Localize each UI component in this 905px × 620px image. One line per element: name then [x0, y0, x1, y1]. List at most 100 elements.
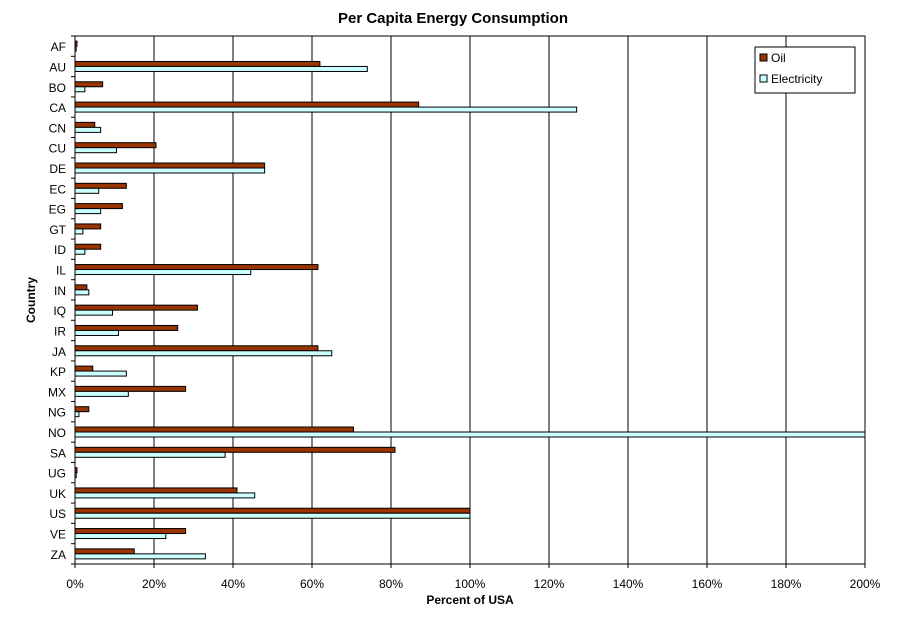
bar-oil-ug [74, 467, 78, 474]
bar-electricity-ir [74, 329, 119, 336]
bar-oil-id [74, 243, 102, 250]
bar-electricity-ng [74, 411, 80, 418]
legend-label: Electricity [771, 72, 822, 86]
bar-electricity-kp [74, 370, 127, 377]
x-tick-label: 140% [613, 577, 644, 591]
category-label: MX [48, 385, 66, 399]
bar-oil-no [74, 426, 354, 433]
y-axis-title: Country [24, 277, 38, 323]
category-label: UG [48, 467, 66, 481]
bar-electricity-bo [74, 86, 86, 93]
bar-electricity-il [74, 269, 252, 276]
legend-swatch [759, 53, 768, 62]
x-axis-title: Percent of USA [426, 593, 514, 607]
bar-electricity-in [74, 289, 90, 296]
bar-electricity-au [74, 65, 368, 72]
x-tick-label: 100% [455, 577, 486, 591]
x-tick-label: 20% [142, 577, 166, 591]
bar-electricity-id [74, 248, 86, 255]
category-label: GT [49, 223, 66, 237]
bar-electricity-eg [74, 208, 102, 215]
x-tick-label: 40% [221, 577, 245, 591]
category-label: IN [54, 284, 66, 298]
legend-label: Oil [771, 51, 786, 65]
bar-electricity-de [74, 167, 266, 174]
bar-oil-sa [74, 446, 396, 453]
bar-electricity-uk [74, 492, 256, 499]
category-label: ID [54, 243, 66, 257]
bar-oil-de [74, 162, 266, 169]
bar-electricity-iq [74, 309, 114, 316]
bar-oil-kp [74, 365, 94, 372]
category-label: EC [49, 182, 66, 196]
category-label: EG [49, 203, 66, 217]
bar-electricity-no [74, 431, 866, 438]
bar-oil-cn [74, 121, 96, 128]
legend-box [754, 46, 856, 94]
x-tick-label: 60% [300, 577, 324, 591]
category-label: AF [51, 40, 66, 54]
bar-oil-ja [74, 345, 319, 352]
bar-electricity-sa [74, 451, 226, 458]
bar-oil-ec [74, 182, 127, 189]
category-label: DE [49, 162, 66, 176]
bar-oil-bo [74, 81, 104, 88]
category-label: KP [50, 365, 66, 379]
bar-electricity-ec [74, 187, 100, 194]
bars [74, 40, 866, 560]
bar-electricity-mx [74, 390, 129, 397]
bar-oil-au [74, 60, 321, 67]
category-label: BO [49, 81, 66, 95]
bar-oil-cu [74, 142, 157, 149]
category-label: UK [49, 487, 66, 501]
x-axis-ticks: 0% 20% 40% 60% 80% 100% 120% 140% 160% 180% 200% [66, 564, 881, 591]
y-axis-ticks: AF AU BO CA CN CU DE EC EG GT ID IL IN IQ IR JA KP MX NG NO… [48, 35, 75, 565]
chart-title: Per Capita Energy Consumption [338, 10, 568, 27]
bar-oil-af [74, 40, 78, 47]
bar-oil-eg [74, 203, 123, 210]
x-tick-label: 180% [771, 577, 802, 591]
bar-electricity-ve [74, 533, 167, 540]
bar-electricity-us [74, 512, 471, 519]
bar-oil-ca [74, 101, 420, 108]
bar-oil-us [74, 507, 471, 514]
bar-electricity-gt [74, 228, 84, 235]
category-label: IQ [53, 304, 66, 318]
bar-electricity-cu [74, 147, 117, 154]
category-label: NG [48, 406, 66, 420]
category-label: IR [54, 324, 66, 338]
bar-electricity-ja [74, 350, 333, 357]
bar-oil-in [74, 284, 88, 291]
bar-electricity-ug [74, 472, 77, 479]
category-label: CA [49, 101, 66, 115]
category-label: AU [49, 60, 66, 74]
bar-oil-za [74, 548, 135, 555]
category-label: NO [48, 426, 66, 440]
bar-electricity-af [74, 45, 77, 52]
category-label: IL [56, 264, 66, 278]
legend: Oil Electricity [754, 46, 856, 94]
category-label: US [49, 507, 66, 521]
bar-electricity-cn [74, 126, 102, 133]
bar-oil-gt [74, 223, 102, 230]
x-tick-label: 120% [534, 577, 565, 591]
x-tick-label: 0% [66, 577, 84, 591]
category-label: CU [49, 142, 66, 156]
bar-oil-ve [74, 528, 187, 535]
grid-lines [153, 36, 787, 564]
category-label: JA [52, 345, 66, 359]
category-label: SA [50, 446, 66, 460]
bar-electricity-ca [74, 106, 578, 113]
x-tick-label: 160% [692, 577, 723, 591]
category-label: ZA [51, 548, 66, 562]
bar-oil-ir [74, 324, 179, 331]
bar-electricity-za [74, 553, 206, 560]
bar-oil-ng [74, 406, 90, 413]
x-tick-label: 200% [850, 577, 881, 591]
x-tick-label: 80% [379, 577, 403, 591]
category-label: VE [50, 528, 66, 542]
legend-swatch [759, 74, 768, 83]
bar-oil-il [74, 264, 319, 271]
bar-oil-iq [74, 304, 198, 311]
